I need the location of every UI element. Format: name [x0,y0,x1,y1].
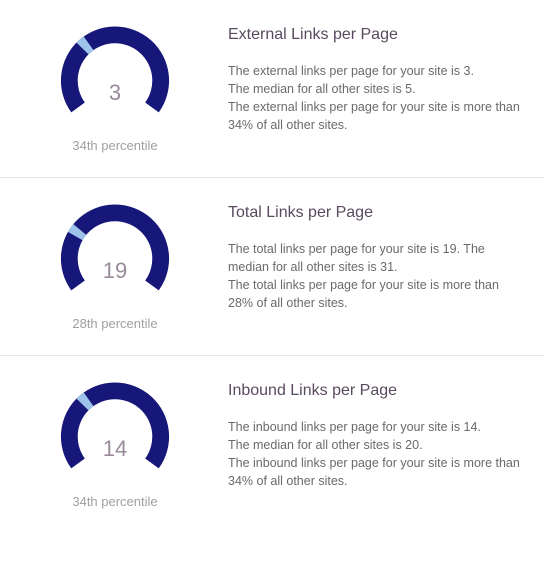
gauge-chart: 19 [50,198,180,308]
metric-row: 14 34th percentile Inbound Links per Pag… [0,356,544,533]
metric-description: The inbound links per page for your site… [228,418,524,491]
metric-text-column: Inbound Links per Page The inbound links… [210,376,524,509]
metric-row: 3 34th percentile External Links per Pag… [0,0,544,178]
gauge-caption: 34th percentile [72,494,157,509]
metric-title: External Links per Page [228,26,524,44]
metric-description: The total links per page for your site i… [228,240,524,313]
gauge-caption: 28th percentile [72,316,157,331]
gauge-value: 14 [50,436,180,462]
metric-description: The external links per page for your sit… [228,62,524,135]
gauge-chart: 14 [50,376,180,486]
gauge-value: 19 [50,258,180,284]
metric-text-column: Total Links per Page The total links per… [210,198,524,331]
gauge-caption: 34th percentile [72,138,157,153]
gauge-column: 14 34th percentile [20,376,210,509]
gauge-value: 3 [50,80,180,106]
metric-title: Total Links per Page [228,204,524,222]
gauge-column: 3 34th percentile [20,20,210,153]
gauge-column: 19 28th percentile [20,198,210,331]
metric-title: Inbound Links per Page [228,382,524,400]
gauge-chart: 3 [50,20,180,130]
metric-row: 19 28th percentile Total Links per Page … [0,178,544,356]
metric-text-column: External Links per Page The external lin… [210,20,524,153]
